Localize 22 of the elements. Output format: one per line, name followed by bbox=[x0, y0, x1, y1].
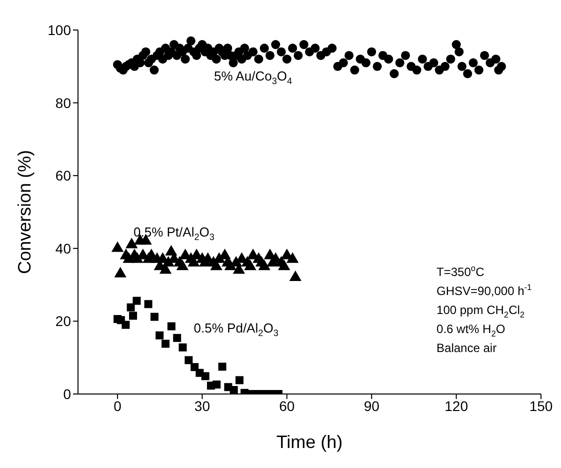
annotation: 0.6 wt% H$_{2}$O bbox=[436, 320, 506, 339]
y-tick-label: 20 bbox=[55, 313, 72, 330]
x-tick-label: 30 bbox=[194, 398, 210, 414]
y-tick-label: 60 bbox=[55, 168, 72, 184]
series-label: 0.5% Pd/Al$_{2}$O$_{3}$ bbox=[194, 320, 278, 339]
annotation: GHSV=90,000 h$^{-1}$ bbox=[436, 282, 532, 300]
y-tick-label: 0 bbox=[63, 386, 72, 402]
annotation: T=350$^{o}$C bbox=[436, 262, 486, 281]
y-tick-label: 80 bbox=[55, 94, 72, 111]
x-tick-label: 150 bbox=[529, 398, 553, 414]
y-tick-label: 40 bbox=[55, 240, 72, 256]
x-tick-label: 60 bbox=[279, 398, 295, 414]
y-axis-title: Conversion (%) bbox=[14, 150, 34, 274]
annotation: Balance air bbox=[436, 340, 498, 357]
series-label: 5% Au/Co$_{3}$O$_{4}$ bbox=[214, 68, 292, 86]
x-tick-label: 0 bbox=[114, 398, 122, 414]
series-label: 0.5% Pt/Al$_{2}$O$_{3}$ bbox=[134, 224, 214, 242]
y-tick-label: 100 bbox=[48, 22, 72, 38]
x-tick-label: 90 bbox=[364, 398, 380, 414]
x-tick-label: 120 bbox=[444, 398, 468, 414]
annotation: 100 ppm CH$_{2}$Cl$_{2}$ bbox=[436, 302, 526, 320]
x-axis-title: Time (h) bbox=[276, 432, 343, 452]
